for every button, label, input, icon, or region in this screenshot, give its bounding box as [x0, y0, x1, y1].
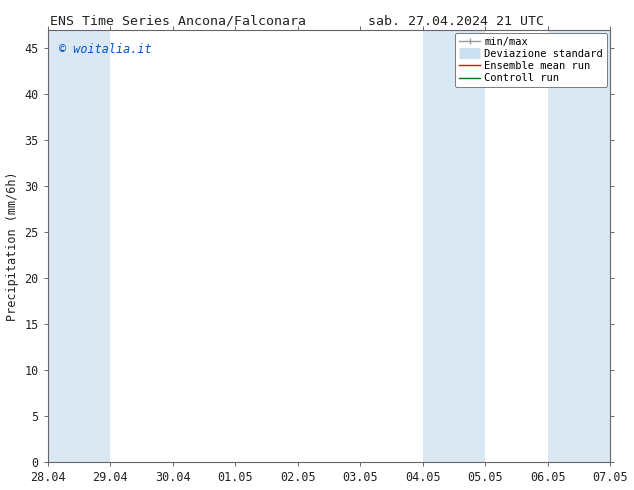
Legend: min/max, Deviazione standard, Ensemble mean run, Controll run: min/max, Deviazione standard, Ensemble m… [455, 33, 607, 87]
Bar [48, 30, 110, 462]
Bar [579, 30, 611, 462]
Text: ENS Time Series Ancona/Falconara: ENS Time Series Ancona/Falconara [49, 15, 306, 28]
Y-axis label: Precipitation (mm/6h): Precipitation (mm/6h) [6, 171, 19, 320]
Text: sab. 27.04.2024 21 UTC: sab. 27.04.2024 21 UTC [368, 15, 545, 28]
Bar [423, 30, 454, 462]
Bar [548, 30, 579, 462]
Bar [454, 30, 485, 462]
Text: © woitalia.it: © woitalia.it [59, 43, 152, 56]
